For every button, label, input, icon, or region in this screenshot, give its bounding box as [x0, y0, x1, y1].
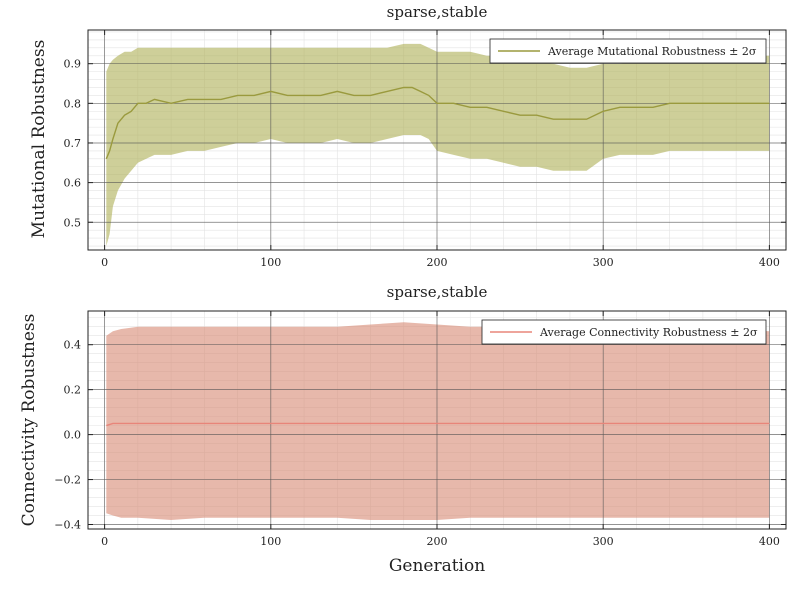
y-tick-label: 0.6 — [64, 177, 82, 190]
mean-line — [106, 422, 770, 427]
x-tick-label: 200 — [427, 256, 448, 269]
plot-area-bottom: 0 100 200 300 400 −0.4 −0.2 0.0 0.2 0.4 Average Co… — [54, 310, 787, 548]
chart-title-top: sparse,stable — [387, 3, 488, 21]
y-tick-label: −0.4 — [54, 519, 81, 532]
y-tick-label: 0.0 — [64, 429, 82, 442]
x-tick-label: 300 — [593, 535, 614, 548]
chart-title-bottom: sparse,stable — [387, 283, 488, 301]
y-tick-label: 0.9 — [64, 58, 82, 71]
x-tick-label: 300 — [593, 256, 614, 269]
legend-label: Average Mutational Robustness ± 2σ — [547, 45, 757, 58]
x-axis-label-bottom: Generation — [389, 556, 485, 576]
confidence-band — [106, 322, 770, 520]
y-tick-label: 0.7 — [64, 137, 82, 150]
mean-line — [105, 86, 770, 160]
confidence-band — [106, 43, 770, 247]
y-tick-label: 0.5 — [64, 216, 82, 229]
mutational-robustness-panel: sparse,stable Mutational Robustness 0 100… — [29, 3, 787, 269]
y-tick-label: 0.2 — [64, 384, 82, 397]
legend-label: Average Connectivity Robustness ± 2σ — [539, 326, 758, 339]
x-tick-label: 0 — [101, 256, 108, 269]
x-tick-label: 100 — [260, 256, 281, 269]
y-tick-label: 0.4 — [64, 339, 82, 352]
x-tick-label: 100 — [260, 535, 281, 548]
y-axis-label-top: Mutational Robustness — [29, 40, 49, 239]
x-tick-label: 0 — [101, 535, 108, 548]
plot-area-top: 0 100 200 300 400 0.5 0.6 0.7 0.8 0.9 Average Muta… — [64, 29, 787, 269]
y-tick-label: 0.8 — [64, 97, 82, 110]
y-axis-label-bottom: Connectivity Robustness — [19, 314, 39, 527]
y-tick-label: −0.2 — [54, 474, 81, 487]
connectivity-robustness-panel: sparse,stable Connectivity Robustness Ge… — [19, 283, 787, 576]
x-tick-label: 200 — [427, 535, 448, 548]
x-tick-label: 400 — [759, 535, 780, 548]
x-tick-label: 400 — [759, 256, 780, 269]
